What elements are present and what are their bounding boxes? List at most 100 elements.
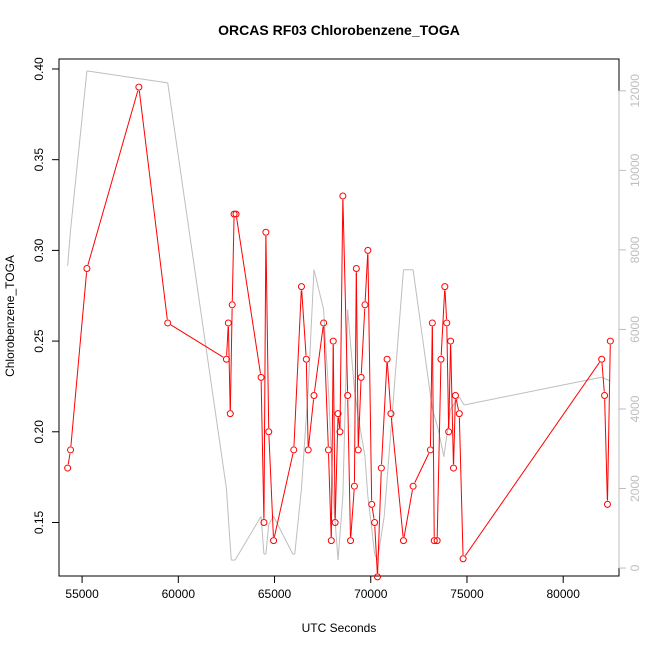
- series-segment: [601, 362, 605, 392]
- data-point: [339, 192, 347, 200]
- series-segment: [170, 324, 224, 358]
- data-point: [224, 319, 232, 327]
- data-point: [232, 210, 240, 218]
- y-tick-label: 0.15: [32, 510, 46, 534]
- x-tick-label: 60000: [162, 587, 196, 601]
- data-point: [399, 537, 407, 545]
- data-point: [222, 355, 230, 363]
- data-point: [228, 301, 236, 309]
- data-point: [387, 410, 395, 418]
- data-point: [304, 446, 312, 454]
- data-point: [428, 319, 436, 327]
- series-segment: [381, 362, 388, 465]
- data-point: [450, 464, 458, 472]
- x-tick-label: 80000: [547, 587, 581, 601]
- data-point: [377, 464, 385, 472]
- gray-series: [67, 70, 611, 561]
- series-segment: [463, 376, 602, 406]
- data-point: [357, 373, 365, 381]
- series-segment: [313, 269, 325, 310]
- data-point: [310, 392, 318, 400]
- series-segment: [446, 326, 450, 428]
- data-point: [270, 537, 278, 545]
- series-segment: [455, 399, 459, 411]
- series-segment: [458, 396, 465, 406]
- series-segment: [87, 90, 139, 266]
- series-segment: [414, 453, 430, 483]
- series-segment: [429, 326, 433, 447]
- series-segment: [458, 417, 464, 555]
- data-point: [297, 283, 305, 291]
- y-axis-label: Chlorobenzene_TOGA: [3, 255, 17, 377]
- series-segment: [347, 309, 355, 390]
- data-point: [334, 410, 342, 418]
- data-point: [383, 355, 391, 363]
- series-segment: [327, 389, 334, 497]
- series-segment: [308, 399, 315, 447]
- data-point: [347, 537, 355, 545]
- series-segment: [231, 217, 235, 302]
- data-point: [320, 319, 328, 327]
- y-tick-label: 0.25: [32, 329, 46, 353]
- data-point: [230, 210, 238, 218]
- series-segment: [450, 344, 454, 465]
- x-axis-label: UTC Seconds: [302, 621, 377, 635]
- series-segment: [464, 362, 600, 556]
- data-point: [327, 537, 335, 545]
- y2-tick-label: 10000: [628, 153, 642, 187]
- y2-tick-label: 6000: [628, 316, 642, 343]
- series-segment: [263, 236, 267, 519]
- x-tick-label: 65000: [258, 587, 292, 601]
- data-point: [443, 319, 451, 327]
- series-segment: [436, 363, 442, 537]
- series-segment: [386, 362, 392, 410]
- data-point: [324, 446, 332, 454]
- series-segment: [431, 326, 435, 537]
- data-point: [598, 355, 606, 363]
- data-point: [83, 265, 91, 273]
- x-axis: 55000 60000 65000 70000 75000 80000: [65, 576, 580, 601]
- series-segment: [342, 309, 349, 497]
- series-segment: [453, 399, 456, 465]
- y-tick-label: 0.40: [32, 57, 46, 81]
- data-point: [226, 410, 234, 418]
- series-segment: [236, 217, 261, 374]
- data-point: [262, 228, 270, 236]
- series-segment: [607, 344, 611, 501]
- y2-axis: 0 2000 4000 6000 8000 10000 12000: [618, 74, 642, 571]
- series-segment: [70, 70, 88, 231]
- series-segment: [265, 236, 270, 428]
- series-segment: [334, 417, 339, 519]
- data-point: [344, 392, 352, 400]
- data-point: [331, 518, 339, 526]
- series-segment: [364, 456, 369, 497]
- series-segment: [307, 269, 315, 390]
- series-segment: [444, 290, 448, 320]
- y2-tick-label: 8000: [628, 236, 642, 263]
- x-tick-label: 55000: [65, 587, 99, 601]
- data-point: [437, 355, 445, 363]
- data-point: [606, 337, 614, 345]
- data-point: [350, 482, 358, 490]
- series-segment: [301, 290, 307, 356]
- series-segment: [293, 290, 302, 447]
- series-segment: [448, 344, 452, 428]
- data-point: [257, 373, 265, 381]
- series-segment: [328, 453, 332, 537]
- x-tick-label: 70000: [354, 587, 388, 601]
- series-segment: [383, 269, 404, 517]
- series-segment: [67, 229, 72, 266]
- series-segment: [265, 524, 270, 555]
- series-segment: [260, 516, 265, 555]
- data-point: [135, 83, 143, 91]
- series-segment: [260, 381, 265, 519]
- series-segment: [604, 399, 608, 501]
- data-point: [441, 283, 449, 291]
- y-tick-label: 0.35: [32, 148, 46, 172]
- series-segment: [332, 496, 339, 561]
- series-segment: [403, 489, 413, 537]
- series-segment: [70, 272, 88, 447]
- series-segment: [337, 496, 344, 561]
- data-point: [290, 446, 298, 454]
